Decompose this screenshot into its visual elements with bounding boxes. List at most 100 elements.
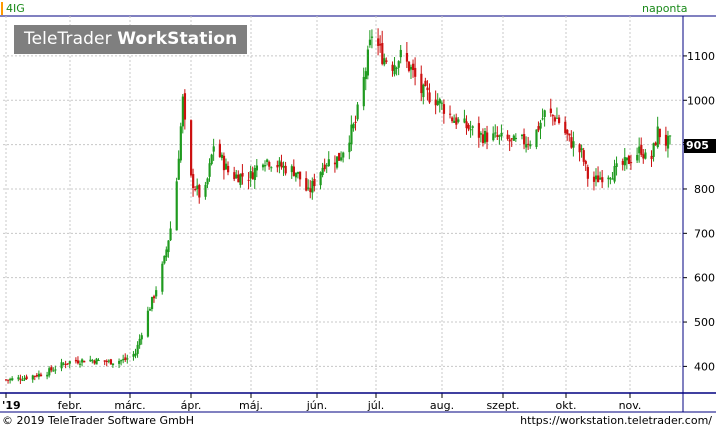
candle-body — [39, 374, 43, 377]
candle-body — [625, 157, 629, 161]
candle-body — [599, 177, 602, 180]
candle-body — [539, 122, 542, 129]
candle-body — [465, 121, 468, 129]
candle-body — [627, 155, 631, 164]
candle-body — [327, 159, 330, 167]
candle-body — [163, 255, 166, 264]
candle-body — [640, 144, 643, 155]
candle-body — [455, 117, 458, 125]
candle-body — [420, 73, 423, 94]
candle-body — [68, 361, 71, 364]
candle-body — [136, 344, 139, 354]
candle-body — [340, 157, 343, 161]
candle-body — [535, 129, 538, 147]
candle-body — [494, 132, 497, 134]
candle-body — [570, 137, 573, 148]
candle-body — [669, 135, 672, 137]
candle-body — [335, 156, 339, 168]
candle-body — [496, 134, 499, 137]
period-label[interactable]: naponta — [642, 2, 688, 15]
candle-body — [568, 133, 571, 136]
candle-body — [5, 379, 8, 381]
last-price-tag: 905 — [684, 139, 716, 153]
footer-url[interactable]: https://workstation.teletrader.com/ — [520, 414, 712, 427]
candle-body — [352, 123, 355, 129]
y-tick-label: 700 — [694, 227, 715, 240]
candle-body — [74, 359, 78, 362]
candle-body — [109, 359, 113, 365]
candle-body — [541, 118, 544, 120]
candle-body — [323, 164, 326, 170]
candle-body — [594, 175, 598, 180]
candle-body — [218, 143, 221, 157]
candle-body — [510, 138, 513, 140]
candle-body — [224, 163, 228, 170]
candle-body — [457, 119, 460, 122]
candle-body — [650, 155, 653, 160]
candle-body — [124, 357, 127, 361]
candle-body — [525, 144, 528, 148]
candle-body — [138, 338, 141, 346]
candle-body — [654, 142, 657, 146]
candle-body — [296, 171, 300, 174]
candle-body — [19, 378, 22, 380]
candle-body — [83, 360, 86, 363]
candle-body — [146, 310, 150, 337]
candle-body — [122, 358, 125, 361]
candle-body — [206, 178, 209, 185]
candle-body — [208, 163, 211, 177]
candle-body — [239, 174, 242, 185]
candle-body — [97, 360, 100, 362]
candle-body — [153, 296, 156, 299]
candle-body — [255, 165, 258, 171]
candle-body — [298, 171, 302, 180]
candle-body — [666, 135, 670, 149]
candle-body — [307, 187, 310, 189]
candle-body — [572, 141, 575, 148]
candle-body — [294, 172, 298, 178]
candle-body — [621, 160, 624, 165]
candle-body — [366, 49, 370, 76]
candle-body — [636, 154, 639, 161]
candle-body — [486, 132, 489, 142]
candle-body — [251, 172, 254, 180]
candle-body — [179, 126, 182, 161]
candle-body — [93, 360, 96, 364]
candle-body — [609, 178, 612, 180]
candle-body — [638, 146, 641, 154]
copyright-text: © 2019 TeleTrader Software GmbH — [2, 414, 195, 427]
candle-body — [370, 36, 374, 38]
candle-body — [362, 76, 365, 107]
x-tick-label: ápr. — [181, 399, 202, 412]
candle-body — [578, 144, 581, 153]
candle-body — [11, 378, 14, 381]
candle-body — [615, 163, 618, 167]
symbol-label[interactable]: 4IG — [6, 2, 25, 15]
candle-body — [233, 172, 236, 180]
candle-body — [276, 165, 279, 168]
y-tick-label: 1100 — [687, 50, 715, 63]
candle-body — [311, 180, 314, 193]
candle-body — [451, 117, 454, 122]
candle-body — [190, 120, 193, 176]
x-tick-label: okt. — [556, 399, 577, 412]
candle-body — [21, 380, 24, 382]
candle-body — [399, 49, 402, 58]
teletrader-watermark: TeleTrader WorkStation — [14, 25, 248, 54]
candle-body — [31, 375, 34, 380]
candle-body — [325, 165, 328, 167]
candle-body — [167, 240, 170, 253]
candle-body — [62, 363, 65, 365]
candle-body — [426, 87, 429, 91]
candle-body — [664, 134, 668, 146]
candle-body — [597, 175, 600, 183]
candle-body — [377, 38, 380, 46]
candle-body — [120, 360, 123, 362]
candle-body — [309, 188, 312, 193]
candle-body — [23, 377, 26, 380]
candle-body — [37, 373, 41, 377]
candle-body — [393, 65, 396, 75]
candle-body — [270, 167, 273, 169]
